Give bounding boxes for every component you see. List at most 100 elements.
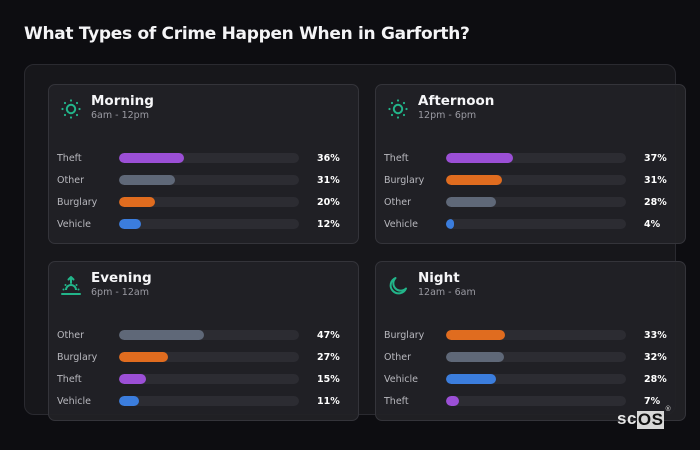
- bar-percent: 20%: [317, 196, 340, 208]
- bar-track: [446, 197, 626, 207]
- page-title: What Types of Crime Happen When in Garfo…: [24, 24, 470, 44]
- scos-logo: sc OS ®: [617, 406, 672, 429]
- bar-row: Theft 36%: [57, 147, 358, 169]
- bar-row: Vehicle 11%: [57, 390, 358, 412]
- card-time-range: 6am - 12pm: [91, 110, 149, 121]
- card-morning: Morning 6am - 12pm Theft 36% Other 31% Bur…: [48, 84, 359, 244]
- bar-fill: [446, 330, 506, 340]
- logo-os: OS: [636, 410, 665, 429]
- bar-label: Other: [384, 351, 411, 363]
- bar-fill: [446, 396, 459, 406]
- bar-track: [119, 153, 299, 163]
- moon-icon: [389, 276, 407, 294]
- card-title: Night: [418, 270, 460, 286]
- bar-fill: [446, 219, 454, 229]
- bar-row: Theft 15%: [57, 368, 358, 390]
- bar-percent: 11%: [317, 395, 340, 407]
- bar-row: Other 32%: [384, 346, 685, 368]
- bar-percent: 32%: [644, 351, 667, 363]
- bar-track: [446, 352, 626, 362]
- card-header: Morning 6am - 12pm: [59, 93, 154, 122]
- bar-track: [446, 219, 626, 229]
- bar-track: [119, 219, 299, 229]
- bar-label: Other: [57, 329, 84, 341]
- bar-label: Other: [384, 196, 411, 208]
- sunset-icon: [61, 275, 81, 295]
- bar-row: Burglary 20%: [57, 191, 358, 213]
- sun-icon: [61, 98, 81, 119]
- logo-sc: sc: [617, 409, 637, 428]
- bar-fill: [119, 330, 204, 340]
- bar-row: Vehicle 12%: [57, 213, 358, 235]
- bar-list: Theft 37% Burglary 31% Other 28% Vehicle 4%: [384, 147, 685, 235]
- card-afternoon: Afternoon 12pm - 6pm Theft 37% Burglary 31…: [375, 84, 686, 244]
- card-time-range: 12am - 6am: [418, 287, 476, 298]
- bar-row: Other 31%: [57, 169, 358, 191]
- bar-row: Burglary 33%: [384, 324, 685, 346]
- bar-fill: [119, 175, 175, 185]
- bar-label: Burglary: [384, 174, 425, 186]
- bar-label: Burglary: [57, 351, 98, 363]
- bar-row: Theft 37%: [384, 147, 685, 169]
- bar-fill: [119, 197, 155, 207]
- sun-icon: [388, 98, 408, 119]
- bar-fill: [119, 396, 139, 406]
- bar-track: [119, 330, 299, 340]
- card-title: Morning: [91, 93, 154, 109]
- bar-percent: 31%: [644, 174, 667, 186]
- bar-fill: [119, 153, 184, 163]
- card-header: Evening 6pm - 12am: [59, 270, 152, 299]
- bar-row: Theft 7%: [384, 390, 685, 412]
- bar-label: Vehicle: [384, 373, 418, 385]
- bar-percent: 15%: [317, 373, 340, 385]
- bar-percent: 31%: [317, 174, 340, 186]
- bar-label: Other: [57, 174, 84, 186]
- bar-fill: [446, 175, 502, 185]
- bar-percent: 47%: [317, 329, 340, 341]
- bar-track: [446, 175, 626, 185]
- bar-track: [119, 352, 299, 362]
- bar-percent: 33%: [644, 329, 667, 341]
- bar-row: Other 28%: [384, 191, 685, 213]
- bar-fill: [119, 352, 168, 362]
- bar-fill: [446, 197, 497, 207]
- bar-fill: [446, 153, 513, 163]
- card-evening: Evening 6pm - 12am Other 47% Burglary 27% …: [48, 261, 359, 421]
- bar-percent: 12%: [317, 218, 340, 230]
- bar-row: Vehicle 28%: [384, 368, 685, 390]
- bar-percent: 7%: [644, 395, 661, 407]
- bar-percent: 27%: [317, 351, 340, 363]
- card-title: Afternoon: [418, 93, 495, 109]
- bar-track: [119, 197, 299, 207]
- card-time-range: 12pm - 6pm: [418, 110, 477, 121]
- bar-row: Burglary 31%: [384, 169, 685, 191]
- bar-fill: [446, 352, 504, 362]
- bar-percent: 28%: [644, 196, 667, 208]
- registered-mark: ®: [665, 406, 672, 413]
- bar-label: Vehicle: [57, 395, 91, 407]
- bar-label: Vehicle: [384, 218, 418, 230]
- bar-fill: [446, 374, 497, 384]
- bar-list: Other 47% Burglary 27% Theft 15% Vehicle 11%: [57, 324, 358, 412]
- bar-label: Vehicle: [57, 218, 91, 230]
- bar-label: Burglary: [57, 196, 98, 208]
- card-night: Night 12am - 6am Burglary 33% Other 32% Ve…: [375, 261, 686, 421]
- bar-track: [446, 153, 626, 163]
- bar-label: Burglary: [384, 329, 425, 341]
- bar-label: Theft: [57, 373, 82, 385]
- bar-label: Theft: [57, 152, 82, 164]
- bar-fill: [119, 219, 141, 229]
- bar-track: [119, 396, 299, 406]
- bar-track: [119, 374, 299, 384]
- bar-list: Burglary 33% Other 32% Vehicle 28% Theft 7%: [384, 324, 685, 412]
- bar-percent: 4%: [644, 218, 661, 230]
- bar-track: [446, 330, 626, 340]
- bar-track: [446, 374, 626, 384]
- bar-label: Theft: [384, 152, 409, 164]
- card-time-range: 6pm - 12am: [91, 287, 149, 298]
- bar-percent: 36%: [317, 152, 340, 164]
- bar-list: Theft 36% Other 31% Burglary 20% Vehicle 12%: [57, 147, 358, 235]
- bar-row: Other 47%: [57, 324, 358, 346]
- bar-fill: [119, 374, 146, 384]
- bar-percent: 37%: [644, 152, 667, 164]
